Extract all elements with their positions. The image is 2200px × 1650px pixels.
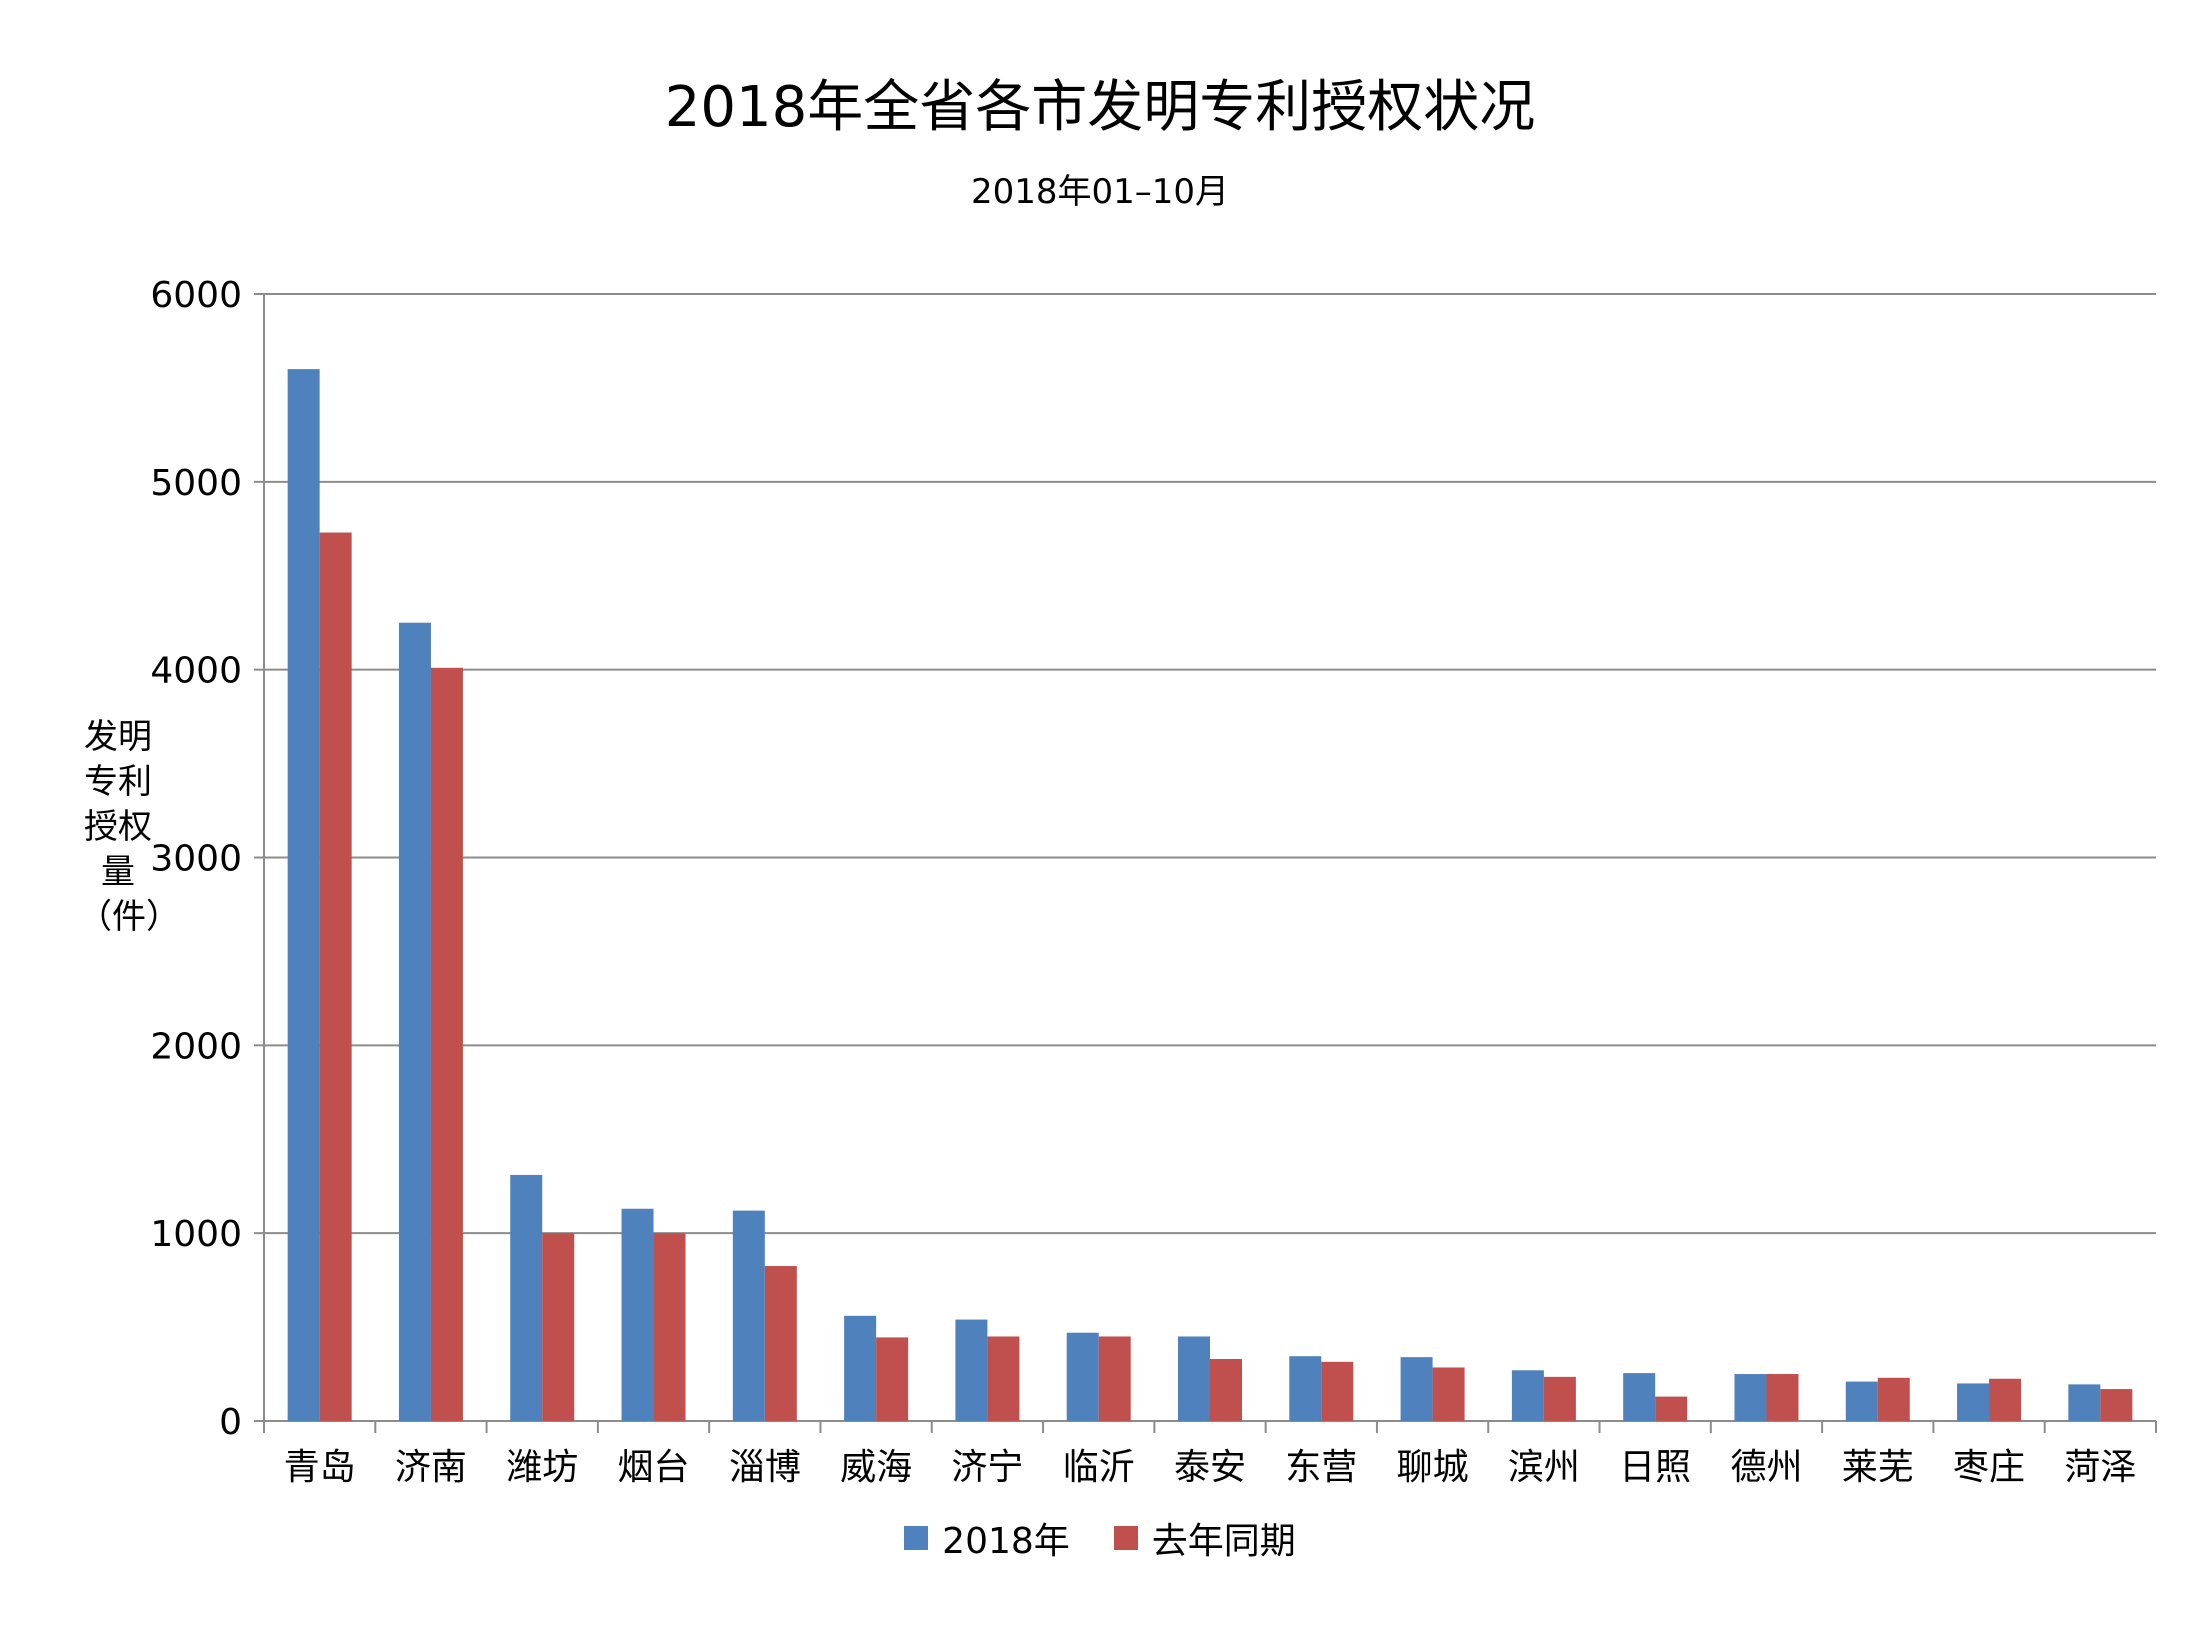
y-tick-label: 5000 (150, 463, 242, 504)
bar-last-year (1210, 1359, 1242, 1421)
bar-last-year (764, 1266, 797, 1421)
bar-2018 (732, 1210, 765, 1421)
bar-2018 (1511, 1370, 1544, 1421)
bar-last-year (2100, 1389, 2133, 1421)
x-tick-label: 青岛 (284, 1447, 356, 1488)
bar-last-year (542, 1233, 575, 1421)
x-tick-label: 聊城 (1397, 1447, 1469, 1488)
legend-label-last-year: 去年同期 (1151, 1521, 1296, 1562)
x-tick-label: 烟台 (618, 1447, 690, 1488)
bar-last-year (1655, 1396, 1688, 1421)
x-tick-label: 泰安 (1174, 1447, 1246, 1488)
bar-2018 (1178, 1336, 1210, 1421)
x-tick-label: 枣庄 (1953, 1447, 2025, 1488)
chart-subtitle: 2018年01–10月 (970, 172, 1230, 212)
bar-2018 (621, 1208, 654, 1421)
x-tick-label: 日照 (1619, 1447, 1691, 1488)
bar-2018 (1066, 1332, 1099, 1421)
x-tick-label: 临沂 (1063, 1447, 1135, 1488)
x-tick-label: 东营 (1285, 1447, 1357, 1488)
bar-last-year (1877, 1377, 1910, 1421)
bar-2018 (398, 622, 431, 1421)
legend-swatch-last-year (1113, 1526, 1138, 1550)
bar-2018 (287, 369, 320, 1422)
x-tick-label: 淄博 (729, 1447, 801, 1488)
legend-swatch-2018 (904, 1526, 929, 1550)
bar-last-year (653, 1233, 686, 1421)
bar-last-year (876, 1337, 909, 1421)
bar-last-year (1543, 1376, 1576, 1421)
bar-2018 (955, 1319, 988, 1421)
legend-item-2018: 2018年 (904, 1512, 1070, 1564)
legend: 2018年 去年同期 (0, 1512, 2200, 1564)
x-tick-label: 滨州 (1508, 1447, 1580, 1488)
chart-title: 2018年全省各市发明专利授权状况 (664, 75, 1536, 140)
y-tick-label: 0 (219, 1402, 242, 1443)
bar-2018 (1734, 1374, 1767, 1421)
bar-last-year (1989, 1378, 2022, 1421)
x-tick-label: 威海 (840, 1447, 912, 1488)
bar-2018 (1289, 1356, 1322, 1421)
x-tick-label: 济南 (395, 1447, 467, 1488)
x-tick-label: 潍坊 (506, 1447, 578, 1488)
x-tick-label: 莱芜 (1842, 1447, 1914, 1488)
legend-item-last-year: 去年同期 (1113, 1512, 1296, 1564)
bar-2018 (1623, 1373, 1656, 1421)
y-tick-label: 6000 (150, 275, 242, 316)
legend-label-2018: 2018年 (942, 1521, 1070, 1562)
bar-last-year (1766, 1374, 1799, 1421)
y-tick-label: 2000 (150, 1026, 242, 1067)
x-tick-label: 德州 (1730, 1447, 1802, 1488)
bar-2018 (1400, 1357, 1433, 1421)
bar-2018 (510, 1174, 543, 1421)
bar-last-year (1432, 1367, 1465, 1421)
bar-2018 (2068, 1384, 2101, 1421)
y-tick-label: 1000 (150, 1214, 242, 1255)
bar-last-year (430, 667, 463, 1421)
bar-last-year (1098, 1336, 1131, 1421)
bar-last-year (987, 1336, 1020, 1421)
bar-last-year (319, 532, 352, 1421)
bar-2018 (844, 1315, 877, 1421)
bar-2018 (1957, 1383, 1990, 1421)
bar-2018 (1845, 1381, 1878, 1421)
x-tick-label: 济宁 (951, 1447, 1023, 1488)
bar-last-year (1321, 1361, 1354, 1421)
y-tick-label: 4000 (150, 651, 242, 692)
x-tick-label: 菏泽 (2064, 1447, 2136, 1488)
y-tick-label: 3000 (150, 839, 242, 880)
